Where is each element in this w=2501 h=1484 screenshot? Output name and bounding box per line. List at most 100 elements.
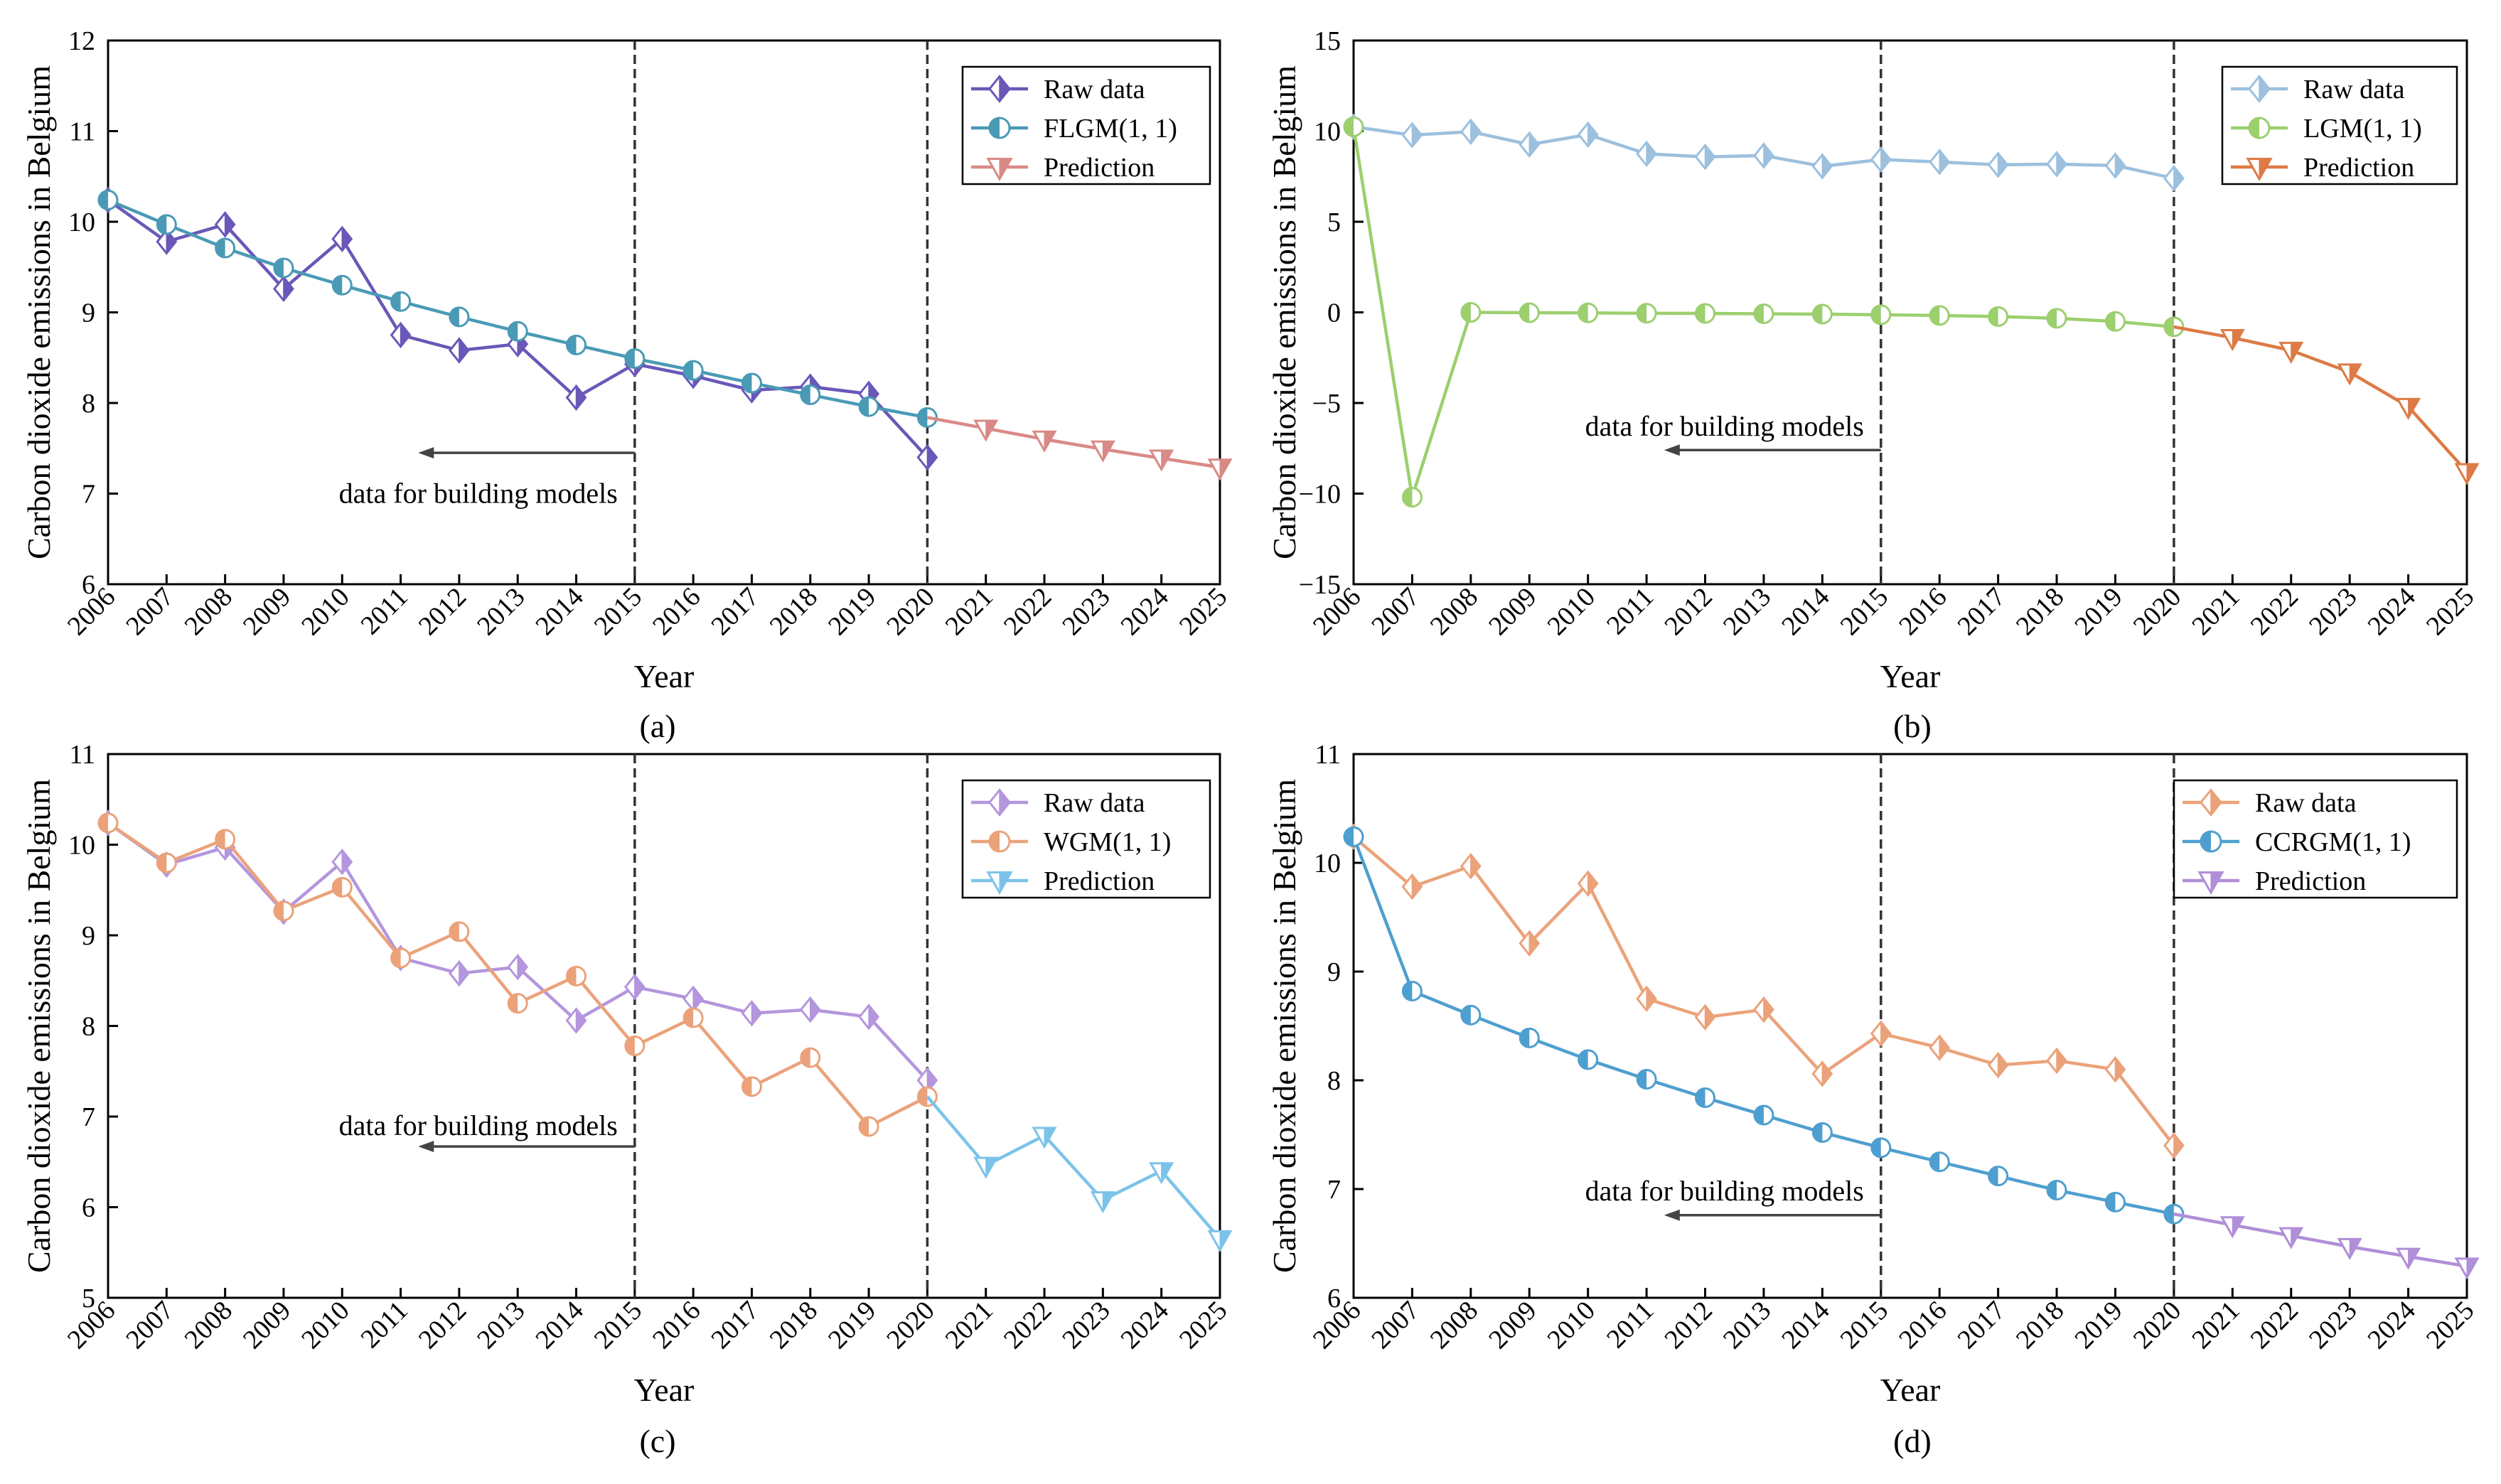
legend-label: WGM(1, 1) [1044, 827, 1171, 857]
data-point [799, 996, 821, 1023]
x-tick-label: 2012 [1659, 582, 1718, 641]
data-point [448, 959, 470, 987]
y-tick-label: 6 [82, 1193, 95, 1223]
data-point [2454, 463, 2480, 485]
data-point [1519, 930, 1541, 957]
data-point [800, 385, 821, 406]
x-tick-label: 2025 [2421, 1296, 2480, 1355]
data-point [331, 849, 353, 876]
x-tick-label: 2025 [1174, 1296, 1233, 1355]
y-tick-label: −5 [1312, 389, 1341, 419]
x-tick-label: 2021 [940, 582, 999, 641]
annotation-text: data for building models [339, 1109, 618, 1141]
x-tick-label: 2019 [823, 1296, 882, 1355]
legend-marker [986, 871, 1013, 895]
data-point [331, 225, 353, 252]
series-line-3 [926, 1095, 1221, 1240]
data-point [1343, 826, 1364, 847]
x-tick-label: 2011 [1601, 582, 1659, 640]
data-point [1694, 144, 1716, 171]
data-point [973, 419, 999, 442]
x-tick-label: 2006 [62, 582, 121, 641]
data-point [2219, 328, 2245, 351]
x-tick-label: 2008 [1425, 1296, 1484, 1355]
x-tick-label: 2010 [1542, 1296, 1601, 1355]
data-point [1401, 981, 1423, 1002]
data-point [156, 852, 177, 873]
legend-label: CCRGM(1, 1) [2255, 827, 2411, 857]
legend-marker [988, 788, 1011, 817]
x-tick-label: 2020 [2128, 1296, 2187, 1355]
data-point [390, 291, 412, 312]
series-markers-1 [1343, 113, 2185, 192]
data-point [507, 953, 529, 981]
panel-label: (b) [1893, 708, 1932, 744]
data-point [2046, 151, 2067, 178]
data-point [741, 372, 762, 394]
y-tick-label: 11 [69, 740, 95, 770]
x-tick-label: 2016 [647, 582, 706, 641]
data-point [448, 337, 470, 364]
x-axis-title: Year [1880, 658, 1941, 694]
x-tick-label: 2009 [237, 1296, 296, 1355]
data-point [916, 1067, 938, 1094]
data-point [1636, 985, 1658, 1012]
plot-frame [1352, 753, 2468, 1299]
y-tick-label: 5 [1327, 208, 1341, 237]
data-point [1929, 305, 1950, 326]
x-tick-label: 2013 [1718, 1296, 1777, 1355]
data-point [623, 974, 646, 1001]
x-tick-label: 2021 [940, 1296, 999, 1355]
series-line-3 [2173, 325, 2468, 473]
series-markers-2 [97, 189, 938, 428]
data-point [2454, 1257, 2480, 1280]
series-markers-2 [1343, 826, 2185, 1225]
x-tick-label: 2016 [1893, 1296, 1952, 1355]
legend-marker [2246, 157, 2273, 181]
series-line-3 [2173, 1212, 2468, 1268]
data-point [2163, 165, 2185, 192]
x-tick-label: 2017 [1952, 582, 2011, 641]
y-tick-label: 9 [82, 921, 95, 951]
data-point [1929, 149, 1951, 176]
data-point [449, 921, 470, 942]
x-axis-title: Year [634, 1372, 695, 1408]
x-tick-label: 2015 [1835, 582, 1894, 641]
x-tick-label: 2017 [705, 1296, 764, 1355]
data-point [2104, 1056, 2126, 1083]
data-point [331, 274, 353, 296]
series-markers-3 [2219, 1216, 2480, 1280]
y-tick-label: 11 [69, 117, 95, 147]
y-tick-label: 8 [82, 389, 95, 419]
series-markers-3 [973, 1127, 1233, 1252]
data-point [1519, 302, 1540, 323]
x-tick-label: 2023 [1056, 582, 1115, 641]
x-tick-label: 2013 [1718, 582, 1777, 641]
y-tick-label: 8 [1327, 1066, 1341, 1096]
x-tick-label: 2007 [1366, 582, 1425, 641]
legend-marker [988, 117, 1011, 139]
data-point [1753, 1104, 1774, 1126]
x-tick-label: 2008 [179, 1296, 238, 1355]
data-point [565, 1007, 587, 1034]
x-tick-label: 2017 [1952, 1296, 2011, 1355]
data-point [1032, 430, 1057, 453]
data-point [1636, 303, 1657, 324]
data-point [1870, 1020, 1892, 1047]
data-point [1988, 306, 2009, 327]
data-point [1460, 118, 1482, 145]
x-tick-label: 2023 [2303, 1296, 2362, 1355]
data-point [682, 360, 704, 381]
data-point [2104, 1191, 2126, 1213]
series-markers-2 [97, 812, 938, 1137]
legend-label: LGM(1, 1) [2303, 114, 2422, 144]
x-tick-label: 2018 [764, 1296, 823, 1355]
series-markers-2 [1343, 116, 2185, 508]
data-point [273, 257, 294, 279]
x-tick-label: 2019 [823, 582, 882, 641]
data-point [331, 876, 353, 898]
data-point [2396, 1247, 2421, 1270]
legend: Raw data LGM(1, 1) Prediction [2221, 65, 2458, 186]
data-point [1870, 146, 1892, 173]
data-point [1694, 1004, 1716, 1031]
